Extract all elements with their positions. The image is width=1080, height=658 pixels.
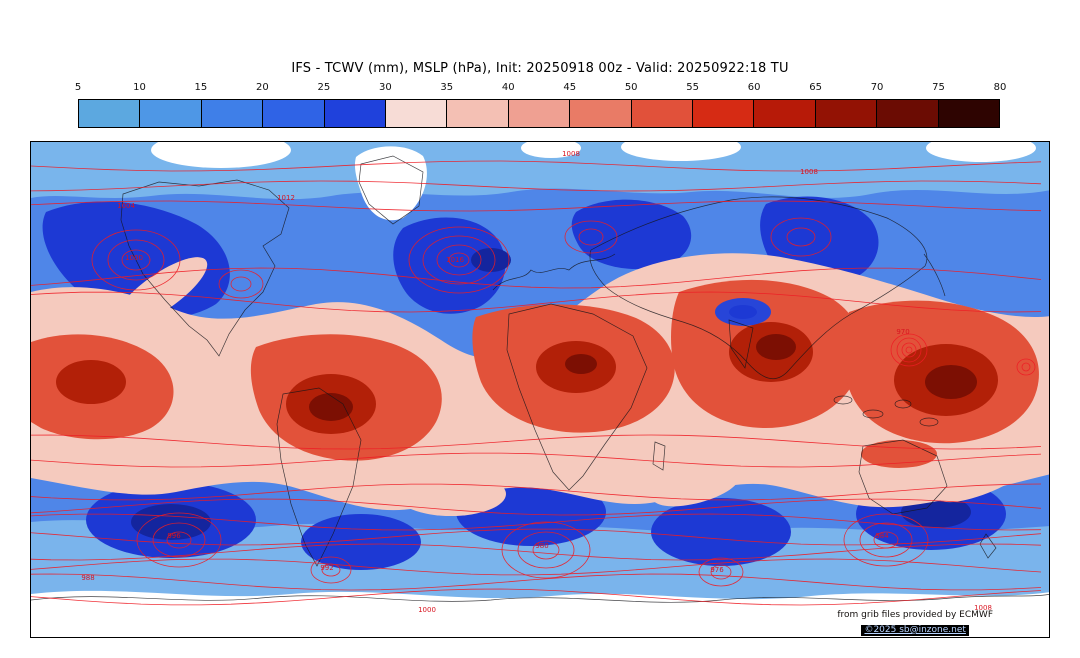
moisture-plumes-layer [114, 257, 1046, 516]
colorbar-tick: 60 [747, 82, 761, 93]
colorbar-tick: 15 [194, 82, 208, 93]
isobar-label: 996 [167, 532, 181, 540]
colorbar-tick: 5 [74, 82, 82, 93]
isobar-labels-layer: 1008 1004 1000 1016 1012 1008 970 996 98… [81, 150, 992, 614]
isobar-label: 980 [535, 542, 548, 550]
isobar-label: 984 [875, 532, 889, 540]
credit-link[interactable]: ©2025 sb@inzone.net [861, 625, 969, 636]
colorbar-tick: 65 [809, 82, 822, 93]
isobar-label: 992 [320, 564, 333, 572]
isobar-label: 1008 [974, 604, 992, 612]
colorbar-tick: 75 [932, 82, 945, 93]
colorbar-tick: 55 [686, 82, 700, 93]
colorbar-tick: 20 [256, 82, 269, 93]
isobar-label: 1008 [562, 150, 580, 158]
colorbar-tick: 70 [870, 82, 884, 93]
colorbar-ticks: 5 10 15 20 25 30 35 40 45 50 55 60 65 70… [74, 82, 1007, 95]
darkest-red-layer [309, 334, 977, 421]
isobar-label: 1012 [277, 194, 295, 202]
isobar-label: 988 [81, 574, 94, 582]
colorbar-tick: 30 [378, 82, 392, 93]
isobar-lines-layer [31, 160, 1042, 606]
colorbar-tick: 45 [563, 82, 577, 93]
isobar-label: 1000 [125, 254, 143, 262]
map-svg: 1008 1004 1000 1016 1012 1008 970 996 98… [31, 142, 1049, 637]
colorbar-gradient [78, 99, 1000, 128]
map-canvas: 1008 1004 1000 1016 1012 1008 970 996 98… [30, 141, 1050, 638]
isobar-label: 1000 [418, 606, 436, 614]
pressure-systems-layer [91, 217, 1036, 587]
colorbar-tick: 35 [440, 82, 454, 93]
tibet-dry-patch [715, 298, 771, 326]
isobar-label: 970 [896, 328, 909, 336]
map-credits: from grib files provided by ECMWF ©2025 … [837, 610, 993, 636]
colorbar-tick: 80 [993, 82, 1007, 93]
credit-ecmwf-text: from grib files provided by ECMWF [837, 610, 993, 620]
isobar-label: 976 [710, 566, 724, 574]
isobar-label: 1008 [800, 168, 818, 176]
page-title: IFS - TCWV (mm), MSLP (hPa), Init: 20250… [291, 61, 789, 76]
colorbar-tick: 40 [501, 82, 515, 93]
colorbar-tick: 50 [624, 82, 638, 93]
isobar-label: 1016 [446, 256, 464, 264]
colorbar-tick: 10 [133, 82, 146, 93]
isobar-label: 1004 [117, 202, 135, 210]
colorbar-tick: 25 [317, 82, 331, 93]
